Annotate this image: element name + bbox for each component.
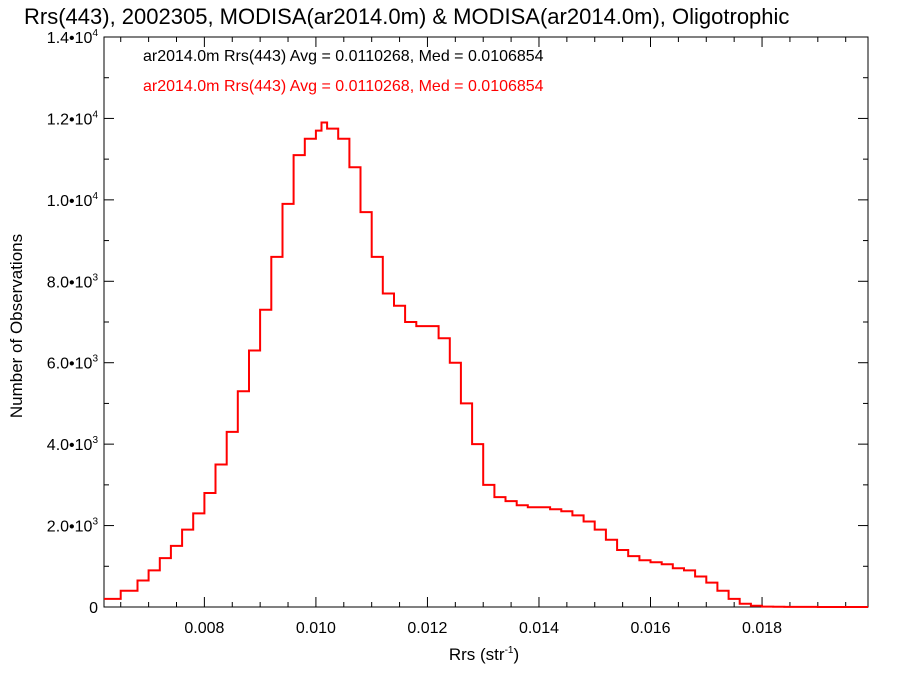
y-tick-label-7: 1.4•104: [47, 28, 99, 47]
y-tick-label-2: 4.0•103: [47, 435, 99, 454]
y-tick-label-1: 2.0•103: [47, 517, 99, 536]
x-axis-label: Rrs (str-1): [449, 645, 519, 664]
y-tick-label-0: 0: [89, 600, 98, 617]
x-tick-label-0: 0.008: [184, 620, 224, 637]
legend-entry-red: ar2014.0m Rrs(443) Avg = 0.0110268, Med …: [143, 78, 544, 95]
x-axis-label-sup: -1: [505, 645, 514, 656]
chart-title: Rrs(443), 2002305, MODISA(ar2014.0m) & M…: [24, 4, 789, 29]
x-tick-label-1: 0.010: [296, 620, 336, 637]
x-tick-label-3: 0.014: [519, 620, 559, 637]
y-axis-label: Number of Observations: [7, 234, 26, 418]
plot-frame: [103, 36, 869, 608]
x-tick-label-2: 0.012: [407, 620, 447, 637]
y-tick-label-4: 8.0•103: [47, 272, 99, 291]
x-tick-label-4: 0.016: [630, 620, 670, 637]
plot-area: 0.008 0.010 0.012 0.014 0.016 0.018 0 2.0•103 4.…: [47, 28, 869, 637]
y-tick-label-3: 6.0•103: [47, 354, 99, 373]
y-tick-label-6: 1.2•104: [47, 109, 99, 128]
y-tick-label-5: 1.0•104: [47, 191, 99, 210]
svg-text:Rrs (str-1): Rrs (str-1): [449, 645, 519, 664]
series-line-0: [104, 121, 868, 608]
x-axis-label-base: Rrs (str: [449, 645, 505, 664]
legend-entry-black: ar2014.0m Rrs(443) Avg = 0.0110268, Med …: [143, 48, 544, 65]
x-tick-label-5: 0.018: [742, 620, 782, 637]
x-axis-label-close: ): [513, 645, 519, 664]
